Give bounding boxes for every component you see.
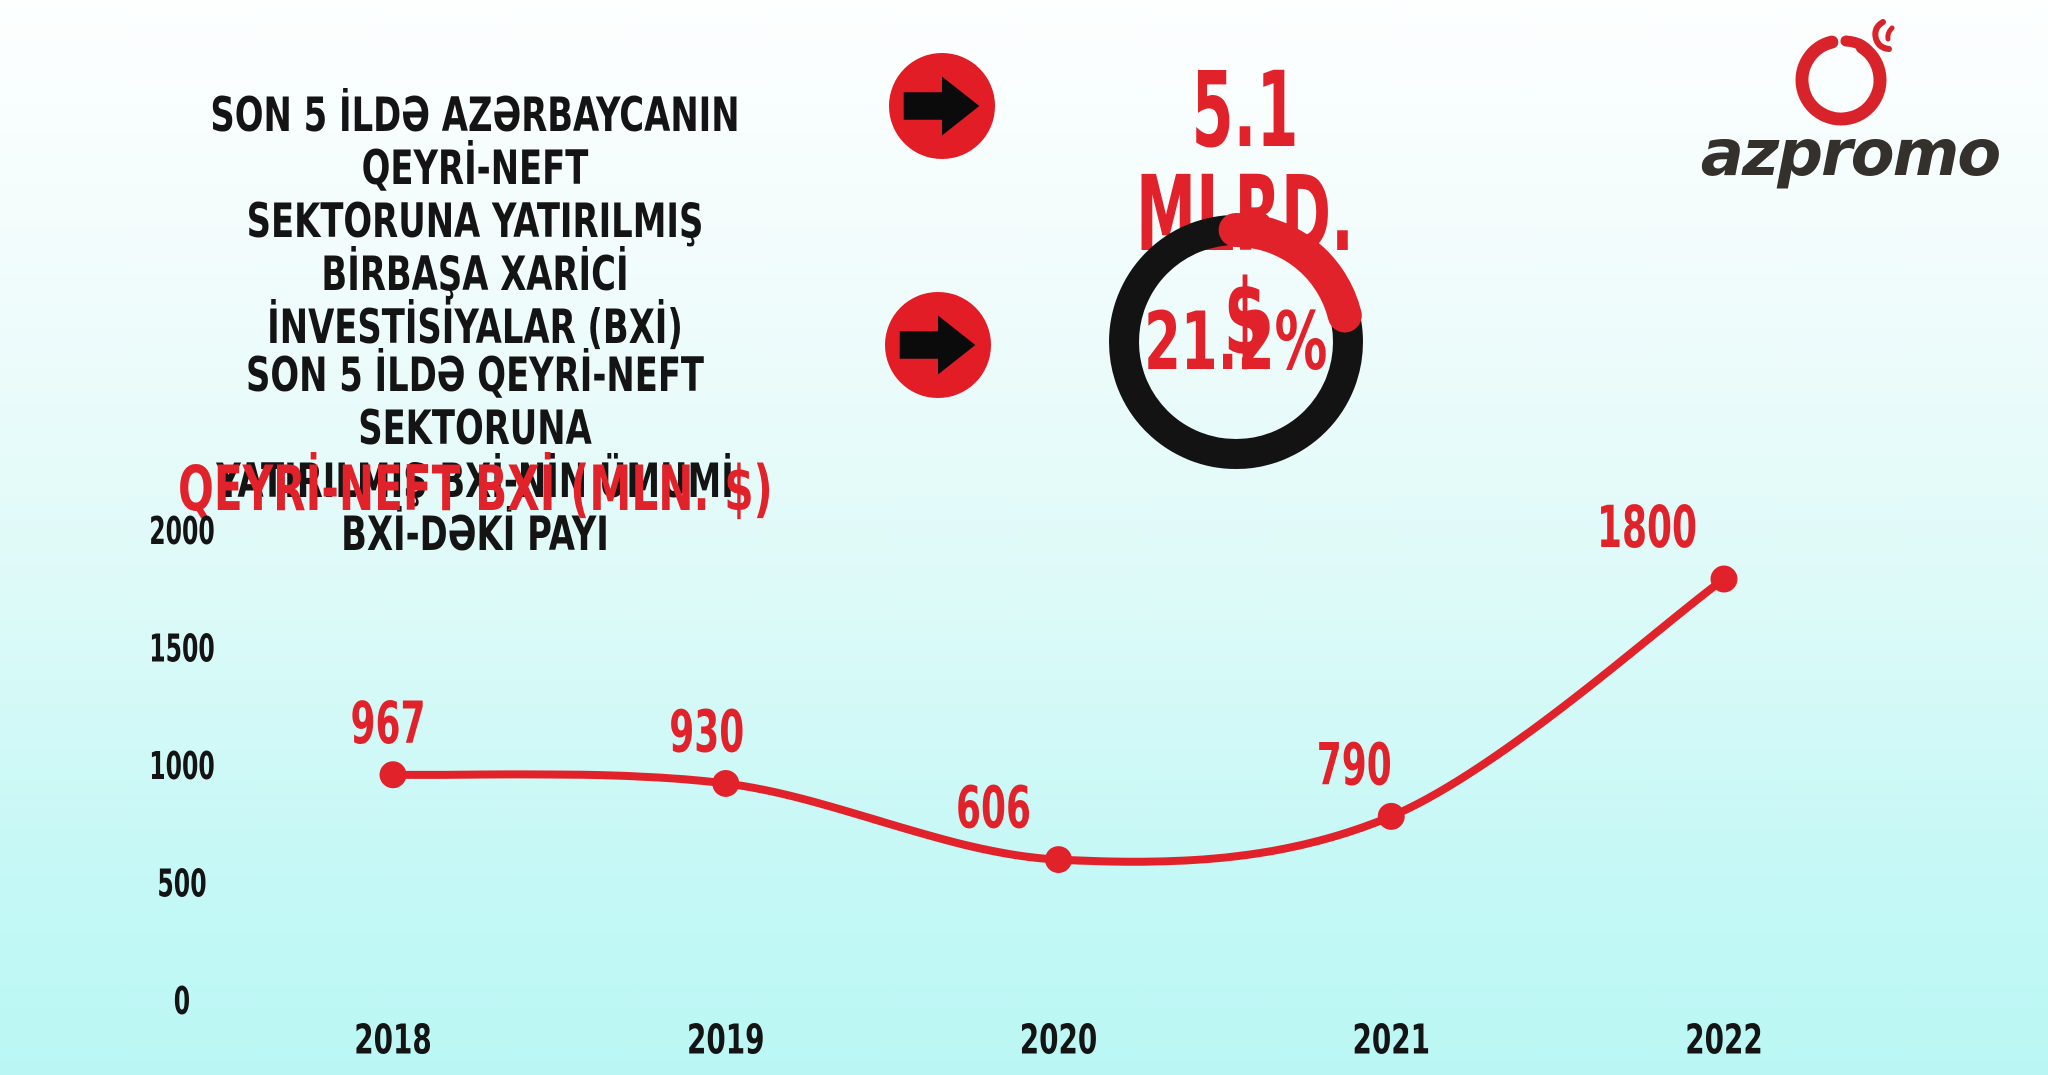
arrow-badge-1	[888, 52, 996, 160]
chart-title: QEYRİ-NEFT BXİ (MLN. $)	[178, 458, 1053, 520]
data-point	[1045, 846, 1072, 874]
data-point	[712, 769, 740, 797]
y-axis-tick: 2000	[149, 510, 215, 553]
right-arrow-icon	[884, 291, 992, 399]
data-point	[1710, 565, 1738, 593]
donut-red-arc	[1107, 213, 1365, 471]
data-label: 967	[350, 690, 425, 757]
donut-percent-label: 21.2%	[1097, 302, 1375, 382]
data-label: 606	[956, 775, 1031, 842]
y-axis-tick: 0	[174, 980, 190, 1023]
data-label: 930	[669, 699, 744, 766]
logo-wordmark: azpromo	[1700, 122, 2001, 186]
donut-ring	[1107, 213, 1365, 471]
x-axis-label: 2019	[687, 1016, 765, 1064]
data-point	[379, 761, 407, 789]
line-series	[392, 575, 1727, 866]
donut-chart: 21.2%	[1106, 212, 1366, 472]
y-axis-tick: 500	[157, 863, 206, 906]
chart-title-text: QEYRİ-NEFT BXİ (MLN. $)	[178, 452, 773, 525]
stat2-label: SON 5 İLDƏ QEYRİ-NEFT SEKTORUNA YATIRILM…	[95, 296, 855, 561]
azpromo-pomegranate-icon	[1795, 19, 1895, 126]
logo-wordmark-text: azpromo	[1700, 117, 2001, 191]
data-label: 1800	[1597, 494, 1697, 561]
x-axis-label: 2020	[1020, 1016, 1098, 1064]
stat2-label-text: SON 5 İLDƏ QEYRİ-NEFT SEKTORUNA YATIRILM…	[216, 348, 734, 562]
arrow-badge-2	[884, 291, 992, 399]
right-arrow-icon	[888, 52, 996, 160]
data-point	[1377, 802, 1405, 830]
y-axis-tick: 1000	[149, 745, 215, 788]
data-label: 790	[1317, 731, 1392, 798]
y-axis-tick: 1500	[149, 628, 215, 671]
stat1-label: SON 5 İLDƏ AZƏRBAYCANIN QEYRİ-NEFT SEKTO…	[105, 36, 845, 354]
donut-percent-text: 21.2%	[1144, 295, 1328, 388]
x-axis-label: 2021	[1352, 1016, 1430, 1064]
x-axis-label: 2022	[1685, 1016, 1763, 1064]
x-axis-label: 2018	[354, 1016, 432, 1064]
logo-mark	[1786, 16, 1908, 126]
stat1-label-text: SON 5 İLDƏ AZƏRBAYCANIN QEYRİ-NEFT SEKTO…	[210, 88, 740, 355]
